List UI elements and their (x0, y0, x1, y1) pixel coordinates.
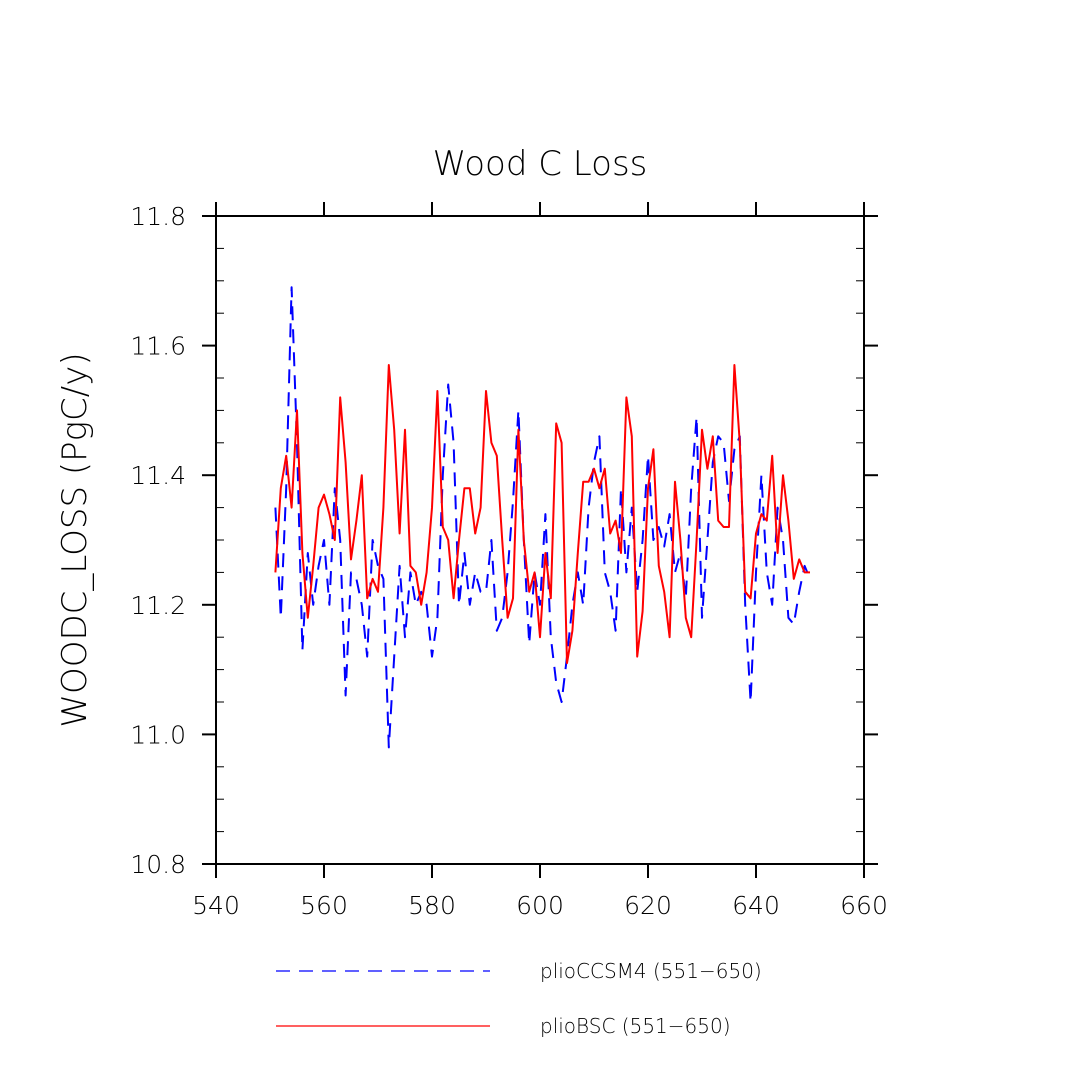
chart-title: Wood C Loss (433, 144, 648, 184)
x-tick-label: 640 (732, 891, 780, 920)
ticks-layer: 540 560 580 600 620 640 660 10.8 11.0 11.2 11.4 11.… (130, 202, 888, 920)
y-tick-label: 11.4 (130, 461, 186, 490)
series-line-0 (274, 286, 811, 749)
y-tick-label: 11.0 (130, 720, 186, 749)
y-tick-label: 10.8 (130, 850, 186, 879)
y-tick-label: 11.6 (130, 332, 186, 361)
plot-frame (215, 215, 865, 865)
y-tick-label: 11.2 (130, 591, 186, 620)
series-line-1 (274, 364, 810, 665)
legend: plioCCSM4 (551−650) plioBSC (551−650) (276, 959, 762, 1038)
x-tick-label: 620 (624, 891, 672, 920)
legend-label-1: plioBSC (551−650) (540, 1014, 731, 1038)
x-tick-label: 560 (300, 891, 348, 920)
y-tick-label: 11.8 (130, 202, 186, 231)
x-tick-label: 580 (408, 891, 456, 920)
x-tick-label: 540 (192, 891, 240, 920)
series-layer (274, 286, 811, 749)
x-tick-label: 600 (516, 891, 564, 920)
legend-label-0: plioCCSM4 (551−650) (540, 959, 762, 983)
y-axis-label: WOODC_LOSS (PgC/y) (55, 352, 95, 727)
x-tick-label: 660 (840, 891, 888, 920)
